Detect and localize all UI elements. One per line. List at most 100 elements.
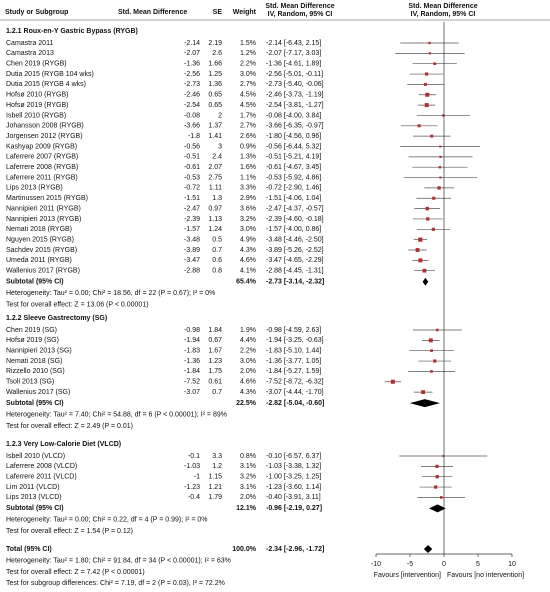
study-name: Dutia 2015 (RYGB 4 wks)	[6, 81, 86, 88]
heterogeneity: Heterogeneity: Tau² = 0.00; Chi² = 0.22,…	[6, 517, 208, 524]
heterogeneity: Heterogeneity: Tau² = 7.40; Chi² = 54.88…	[6, 411, 227, 418]
study-smd: -0.56	[184, 143, 200, 150]
study-weight: 3.2%	[240, 474, 256, 481]
study-ci: -2.54 [-3.81, -1.27]	[266, 102, 324, 109]
study-weight: 3.0%	[240, 226, 256, 233]
study-smd: -1.23	[184, 484, 200, 491]
study-weight: 2.2%	[240, 348, 256, 355]
study-marker	[421, 390, 426, 395]
study-name: Laferrere 2011 (VLCD)	[6, 474, 77, 481]
overall-effect: Test for overall effect: Z = 1.54 (P = 0…	[6, 528, 133, 535]
study-weight: 2.2%	[240, 61, 256, 68]
study-marker	[431, 227, 435, 231]
study-marker	[430, 349, 433, 353]
diamond	[422, 277, 429, 286]
study-smd: -3.89	[184, 247, 200, 254]
study-se: 0.5	[212, 236, 222, 243]
group-title: 1.2.1 Roux-en-Y Gastric Bypass (RYGB)	[6, 28, 138, 35]
x-tick-label: -10	[371, 561, 381, 568]
study-weight: 1.2%	[240, 50, 256, 57]
study-marker	[418, 258, 423, 263]
study-weight: 2.6%	[240, 133, 256, 140]
study-smd: -1.36	[184, 358, 200, 365]
study-smd: -2.88	[184, 268, 200, 275]
study-smd: -1.8	[188, 133, 200, 140]
study-marker	[433, 62, 437, 66]
study-marker	[430, 134, 434, 138]
study-name: Nannipieri 2013 (SG)	[6, 348, 72, 355]
study-weight: 4.6%	[240, 379, 256, 386]
study-se: 0.61	[208, 379, 222, 386]
study-marker	[430, 370, 433, 373]
study-marker	[415, 248, 420, 252]
study-marker	[435, 475, 439, 479]
study-se: 1.11	[209, 185, 222, 192]
study-smd: -1.51	[184, 195, 200, 202]
overall-effect: Test for overall effect: Z = 2.49 (P = 0…	[6, 423, 133, 430]
study-smd: -2.39	[184, 216, 200, 223]
study-ci: -0.10 [-6.57, 6.37]	[266, 453, 321, 460]
study-name: Hofsø 2019 (SG)	[6, 337, 59, 344]
header-se: SE	[213, 9, 223, 16]
study-smd: -1.57	[184, 226, 200, 233]
study-se: 0.97	[208, 205, 222, 212]
study-marker	[425, 72, 429, 76]
study-weight: 1.9%	[240, 327, 256, 334]
heterogeneity: Heterogeneity: Tau² = 0.00; Chi² = 18.56…	[6, 290, 215, 297]
study-ci: -1.36 [-3.77, 1.05]	[266, 358, 321, 365]
study-smd: -2.56	[184, 71, 200, 78]
study-smd: -0.51	[184, 154, 200, 161]
summary-label: Subtotal (95% CI)	[6, 505, 64, 512]
study-weight: 4.3%	[240, 247, 256, 254]
study-weight: 1.1%	[240, 174, 256, 181]
study-smd: -1	[194, 474, 200, 481]
study-name: Rizzello 2010 (SG)	[6, 368, 65, 375]
study-ci: -0.56 [-6.44, 5.32]	[266, 143, 321, 150]
study-weight: 1.6%	[240, 164, 256, 171]
study-name: Camastra 2013	[6, 50, 54, 57]
study-se: 1.36	[208, 81, 222, 88]
study-marker	[439, 176, 442, 179]
study-weight: 3.6%	[240, 205, 256, 212]
study-name: Jorgensen 2012 (RYGB)	[6, 133, 83, 140]
favours-right: Favours [no intervention]	[447, 572, 524, 579]
study-name: Chen 2019 (RYGB)	[6, 61, 67, 68]
study-marker	[442, 114, 445, 117]
study-se: 1.67	[208, 348, 222, 355]
study-smd: -3.07	[184, 389, 200, 396]
study-smd: -1.36	[184, 61, 200, 68]
study-weight: 4.4%	[240, 337, 256, 344]
study-se: 0.67	[208, 337, 222, 344]
study-se: 1.79	[208, 494, 222, 501]
study-weight: 4.3%	[240, 389, 256, 396]
header-ci-subtitle: IV, Random, 95% CI	[268, 11, 333, 18]
study-marker	[424, 103, 429, 108]
study-ci: -3.89 [-5.26, -2.52]	[266, 247, 324, 254]
study-ci: -1.57 [-4.00, 0.86]	[266, 226, 321, 233]
diamond	[409, 399, 440, 408]
study-marker	[437, 186, 441, 190]
overall-effect: Test for overall effect: Z = 13.06 (P < …	[6, 302, 149, 309]
study-weight: 3.0%	[240, 71, 256, 78]
study-smd: -2.46	[184, 92, 200, 99]
study-name: Martinussen 2015 (RYGB)	[6, 195, 88, 202]
study-name: Nemati 2018 (RYGB)	[6, 226, 72, 233]
study-weight: 4.6%	[240, 257, 256, 264]
study-ci: -3.47 [-4.65, -2.29]	[266, 257, 324, 264]
study-ci: -1.83 [-5.10, 1.44]	[266, 348, 321, 355]
study-smd: -0.4	[188, 494, 200, 501]
header-study: Study or Subgroup	[5, 9, 68, 16]
study-weight: 0.9%	[240, 143, 256, 150]
study-smd: -3.47	[184, 257, 200, 264]
study-ci: -1.80 [-4.56, 0.96]	[266, 133, 321, 140]
header-smd: Std. Mean Difference	[118, 9, 187, 16]
study-marker	[439, 496, 443, 499]
study-ci: -0.72 [-2.90, 1.46]	[266, 185, 321, 192]
study-se: 1.24	[208, 226, 222, 233]
study-name: Wallenius 2017 (SG)	[6, 389, 70, 396]
study-weight: 3.1%	[240, 484, 256, 491]
study-se: 2.07	[208, 164, 222, 171]
study-marker	[439, 155, 442, 158]
study-ci: -2.46 [-3.73, -1.19]	[266, 92, 324, 99]
header-ci-title: Std. Mean Difference	[265, 3, 334, 10]
